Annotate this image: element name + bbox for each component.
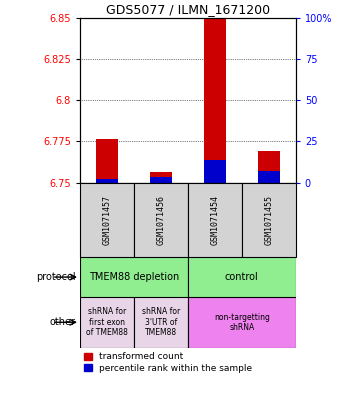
Text: GSM1071454: GSM1071454 [210, 195, 219, 245]
Text: GSM1071457: GSM1071457 [102, 195, 112, 245]
Bar [204, 19, 226, 183]
Bar [258, 171, 279, 183]
Text: shRNA for
first exon
of TMEM88: shRNA for first exon of TMEM88 [86, 307, 128, 337]
FancyBboxPatch shape [188, 183, 242, 257]
Bar [96, 179, 118, 183]
Text: protocol: protocol [36, 272, 75, 282]
FancyBboxPatch shape [134, 183, 188, 257]
Bar [258, 151, 279, 183]
Text: GSM1071456: GSM1071456 [156, 195, 165, 245]
Bar [188, 297, 296, 348]
Text: other: other [50, 317, 75, 327]
Text: shRNA for
3'UTR of
TMEM88: shRNA for 3'UTR of TMEM88 [142, 307, 180, 337]
FancyBboxPatch shape [80, 183, 134, 257]
Text: GSM1071455: GSM1071455 [264, 195, 273, 245]
Text: TMEM88 depletion: TMEM88 depletion [89, 272, 179, 282]
Bar [80, 257, 188, 297]
Bar [150, 177, 172, 183]
Bar [80, 297, 134, 348]
Text: non-targetting
shRNA: non-targetting shRNA [214, 312, 270, 332]
FancyBboxPatch shape [242, 183, 296, 257]
Bar [96, 139, 118, 183]
Bar [204, 160, 226, 183]
Title: GDS5077 / ILMN_1671200: GDS5077 / ILMN_1671200 [106, 4, 270, 17]
Bar [150, 172, 172, 183]
Legend: transformed count, percentile rank within the sample: transformed count, percentile rank withi… [84, 352, 252, 373]
Bar [188, 257, 296, 297]
Bar [134, 297, 188, 348]
Text: control: control [225, 272, 259, 282]
